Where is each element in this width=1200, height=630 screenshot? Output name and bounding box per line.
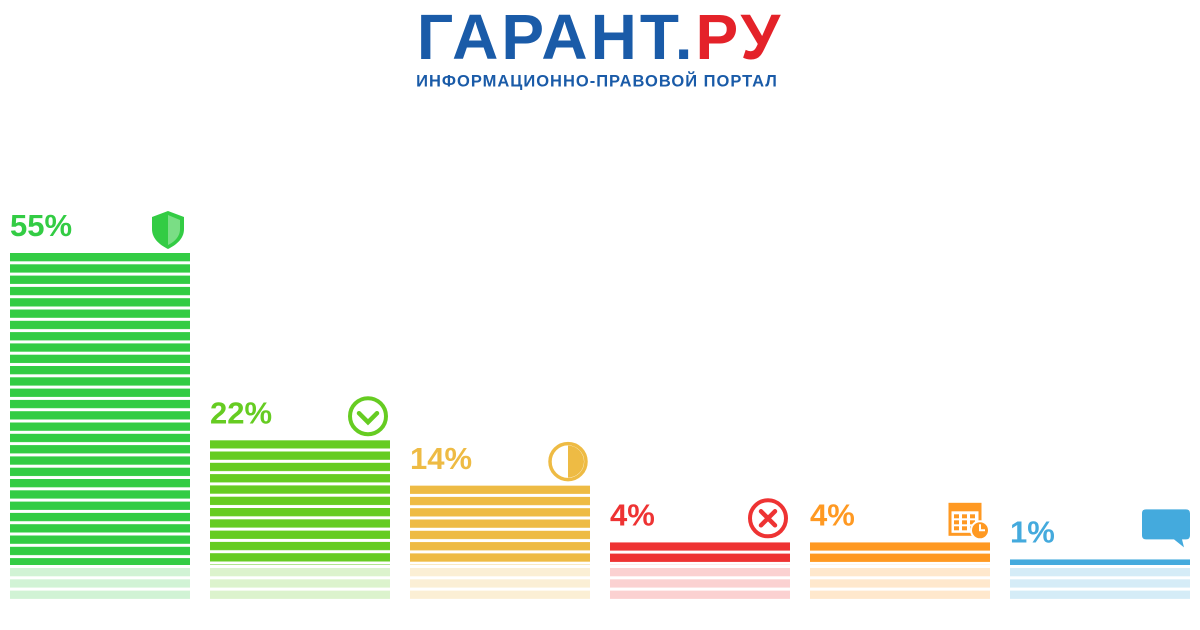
icon-calendar-cell — [970, 514, 975, 519]
icon-check-circle — [348, 396, 388, 437]
logo: ГАРАНТ.РУ — [417, 1, 783, 73]
reflection-stripe — [410, 568, 590, 577]
value-label: 4% — [810, 497, 855, 532]
reflection-stripe — [810, 568, 990, 577]
icon — [152, 211, 184, 249]
reflection-stripe — [1010, 590, 1190, 599]
reflection-stripe — [210, 568, 390, 577]
bar — [610, 542, 790, 565]
bar — [10, 253, 190, 565]
reflection-stripe — [1010, 579, 1190, 588]
reflection — [410, 568, 590, 599]
reflection-stripe — [10, 579, 190, 588]
icon-clock-hands — [979, 524, 985, 532]
reflection — [10, 568, 190, 599]
logo-main: ГАРАНТ — [417, 1, 679, 73]
reflection-stripe — [810, 590, 990, 599]
value-label: 4% — [610, 497, 655, 532]
bar — [410, 485, 590, 565]
reflection-stripe — [10, 590, 190, 599]
reflection — [210, 568, 390, 599]
reflection — [810, 568, 990, 599]
icon — [348, 396, 388, 437]
bar — [810, 542, 990, 565]
icon — [1142, 509, 1190, 548]
value-label: 14% — [410, 441, 472, 476]
tagline: ИНФОРМАЦИОННО-ПРАВОВОЙ ПОРТАЛ — [416, 71, 778, 90]
value-label: 55% — [10, 208, 72, 243]
icon-calendar-cell — [954, 520, 959, 525]
logo-dot: . — [675, 1, 696, 73]
icon-speech — [1142, 509, 1190, 548]
icon-half-fill — [568, 445, 584, 478]
value-label: 22% — [210, 395, 272, 430]
reflection — [610, 568, 790, 599]
icon-calendar-cell — [962, 514, 967, 519]
icon-shield-inner — [168, 215, 180, 245]
reflection-stripe — [410, 579, 590, 588]
logo-tail: РУ — [695, 1, 783, 73]
icon-check — [356, 410, 380, 426]
bar — [210, 440, 390, 565]
icon-calendar-cell — [970, 520, 975, 525]
icon-calendar-top — [950, 504, 980, 512]
icon — [748, 498, 788, 539]
icon-calendar-cell — [962, 520, 967, 525]
reflection-stripe — [10, 568, 190, 577]
icon-shield — [152, 211, 184, 249]
icon-half-circle — [548, 441, 588, 482]
icon-x-circle — [748, 498, 788, 539]
reflection-stripe — [1010, 568, 1190, 577]
reflection-stripe — [210, 579, 390, 588]
icon-x — [758, 509, 778, 528]
icon — [948, 502, 990, 541]
icon-calendar-cell — [962, 526, 967, 531]
reflection-stripe — [410, 590, 590, 599]
icon — [548, 441, 588, 482]
bar — [1010, 559, 1190, 565]
reflection-stripe — [210, 590, 390, 599]
value-label: 1% — [1010, 515, 1055, 550]
reflection — [1010, 568, 1190, 599]
reflection-stripe — [810, 579, 990, 588]
reflection-stripe — [610, 590, 790, 599]
reflection-stripe — [610, 568, 790, 577]
icon-calendar-cell — [954, 514, 959, 519]
reflection-stripe — [610, 579, 790, 588]
icon-calendar-cell — [954, 526, 959, 531]
